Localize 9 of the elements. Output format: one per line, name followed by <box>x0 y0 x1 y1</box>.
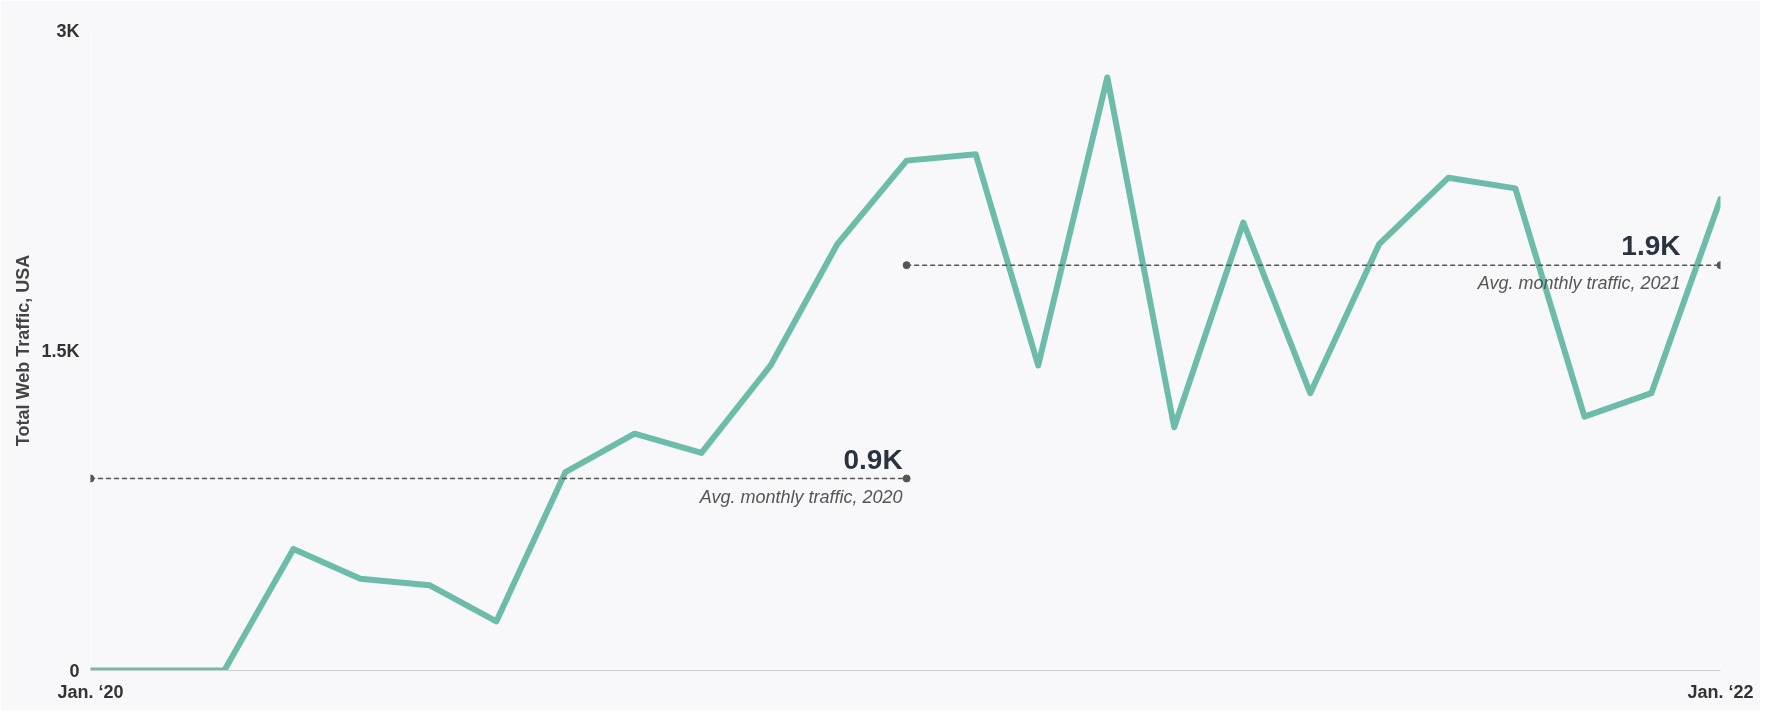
annotation: 1.9K <box>1621 230 1681 262</box>
y-tick-label: 1.5K <box>41 340 80 361</box>
y-tick-label: 3K <box>56 20 80 41</box>
y-tick-label: 0 <box>69 660 80 681</box>
x-tick-label: Jan. ‘22 <box>1687 681 1754 702</box>
x-tick-label: Jan. ‘20 <box>57 681 124 702</box>
y-axis-title: Total Web Traffic, USA <box>13 254 34 447</box>
annotation: 0.9K <box>843 443 903 475</box>
annotation: Avg. monthly traffic, 2020 <box>698 486 903 507</box>
